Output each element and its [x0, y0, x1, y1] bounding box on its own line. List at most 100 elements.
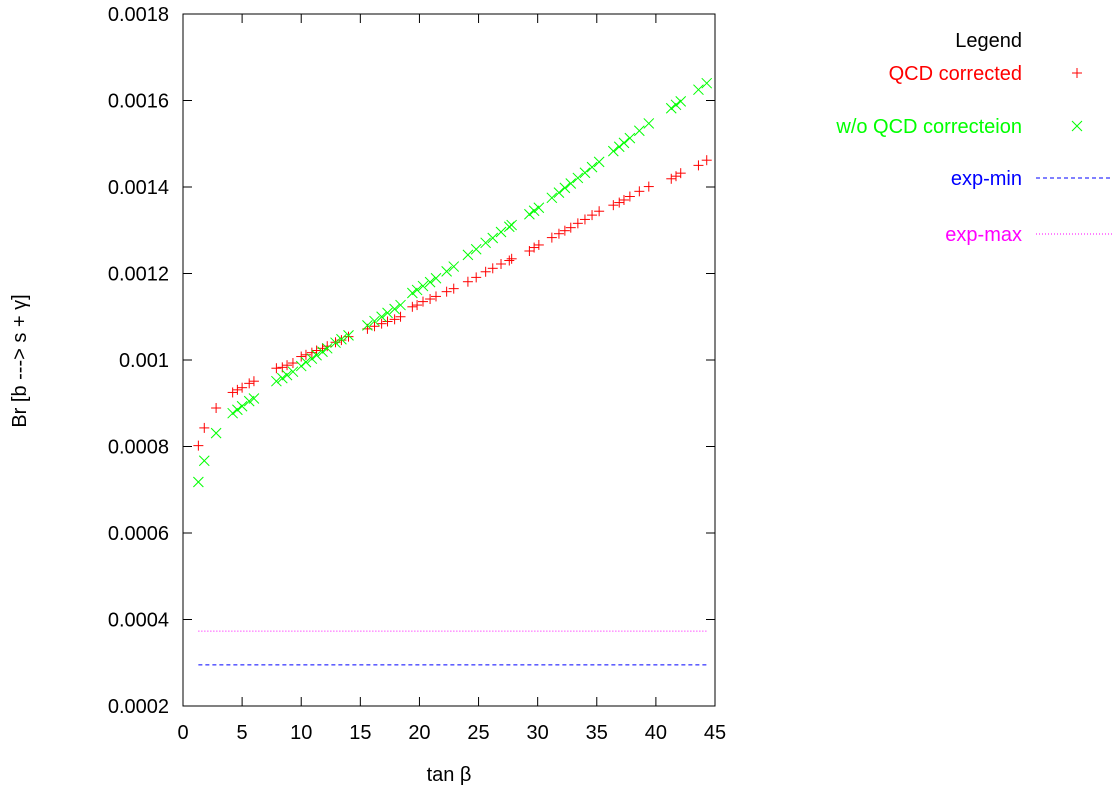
data-point-qcd-corrected — [249, 376, 259, 386]
data-point-qcd-corrected — [370, 321, 380, 331]
data-point-without-qcd — [449, 262, 459, 272]
data-point-qcd-corrected — [296, 352, 306, 362]
data-point-without-qcd — [211, 428, 221, 438]
y-tick-label: 0.0014 — [108, 177, 169, 199]
data-point-qcd-corrected — [232, 385, 242, 395]
data-point-qcd-corrected — [463, 277, 473, 287]
data-point-without-qcd — [431, 273, 441, 283]
data-point-without-qcd — [573, 173, 583, 183]
data-point-without-qcd — [288, 367, 298, 377]
x-tick-label: 25 — [467, 722, 489, 744]
data-point-qcd-corrected — [193, 441, 203, 451]
data-point-without-qcd — [488, 233, 498, 243]
data-point-without-qcd — [702, 78, 712, 88]
y-tick-label: 0.001 — [119, 350, 169, 372]
data-point-without-qcd — [554, 188, 564, 198]
x-tick-label: 30 — [527, 722, 549, 744]
data-point-without-qcd — [442, 266, 452, 276]
data-point-without-qcd — [580, 168, 590, 178]
data-point-qcd-corrected — [614, 198, 624, 208]
x-tick-label: 20 — [408, 722, 430, 744]
data-point-qcd-corrected — [211, 403, 221, 413]
data-point-without-qcd — [634, 126, 644, 136]
legend-label: exp-max — [945, 224, 1022, 246]
data-point-without-qcd — [529, 206, 539, 216]
data-point-qcd-corrected — [534, 240, 544, 250]
data-point-without-qcd — [619, 138, 629, 148]
data-point-qcd-corrected — [396, 312, 406, 322]
data-point-without-qcd — [463, 250, 473, 260]
legend-title: Legend — [955, 30, 1022, 52]
data-point-qcd-corrected — [271, 363, 281, 373]
x-tick-label: 5 — [237, 722, 248, 744]
data-point-qcd-corrected — [634, 186, 644, 196]
data-point-without-qcd — [566, 179, 576, 189]
series-0 — [193, 155, 711, 450]
y-tick-label: 0.0008 — [108, 437, 169, 459]
data-point-qcd-corrected — [425, 294, 435, 304]
data-point-without-qcd — [614, 142, 624, 152]
data-point-without-qcd — [693, 85, 703, 95]
series-1 — [193, 78, 711, 487]
data-point-qcd-corrected — [244, 378, 254, 388]
data-point-without-qcd — [396, 300, 406, 310]
data-point-qcd-corrected — [199, 423, 209, 433]
data-point-without-qcd — [481, 238, 491, 248]
data-point-without-qcd — [594, 157, 604, 167]
data-point-without-qcd — [671, 100, 681, 110]
data-point-qcd-corrected — [693, 160, 703, 170]
y-tick-label: 0.0016 — [108, 91, 169, 113]
data-point-without-qcd — [412, 285, 422, 295]
y-tick-label: 0.0006 — [108, 523, 169, 545]
data-point-without-qcd — [407, 288, 417, 298]
data-point-without-qcd — [560, 183, 570, 193]
x-tick-label: 15 — [349, 722, 371, 744]
legend-marker-plus — [1072, 68, 1082, 78]
data-point-without-qcd — [232, 405, 242, 415]
legend-label: QCD corrected — [889, 63, 1022, 85]
data-point-without-qcd — [547, 193, 557, 203]
data-point-without-qcd — [644, 118, 654, 128]
x-tick-label: 0 — [177, 722, 188, 744]
data-point-qcd-corrected — [608, 200, 618, 210]
data-point-qcd-corrected — [702, 155, 712, 165]
data-point-without-qcd — [666, 103, 676, 113]
data-point-qcd-corrected — [666, 174, 676, 184]
y-tick-label: 0.0018 — [108, 4, 169, 26]
data-point-without-qcd — [625, 133, 635, 143]
data-point-qcd-corrected — [383, 317, 393, 327]
data-point-without-qcd — [193, 477, 203, 487]
data-point-without-qcd — [237, 401, 247, 411]
legend: Legend QCD corrected w/o QCD correcteion e… — [835, 30, 1112, 246]
data-point-qcd-corrected — [507, 254, 517, 264]
data-point-qcd-corrected — [228, 387, 238, 397]
x-tick-label: 10 — [290, 722, 312, 744]
x-tick-label: 45 — [704, 722, 726, 744]
y-tick-label: 0.0004 — [108, 610, 169, 632]
legend-label: w/o QCD correcteion — [835, 116, 1022, 138]
data-point-qcd-corrected — [288, 358, 298, 368]
data-point-without-qcd — [228, 408, 238, 418]
data-point-qcd-corrected — [431, 291, 441, 301]
x-tick-label: 35 — [586, 722, 608, 744]
plot-frame — [183, 14, 715, 706]
data-point-without-qcd — [676, 96, 686, 106]
y-tick-label: 0.0002 — [108, 696, 169, 718]
data-point-qcd-corrected — [644, 182, 654, 192]
x-axis-title: tan β — [427, 764, 472, 786]
y-tick-label: 0.0012 — [108, 264, 169, 286]
data-point-qcd-corrected — [237, 383, 247, 393]
data-point-without-qcd — [296, 361, 306, 371]
y-axis-title: Br [b ---> s + γ] — [9, 294, 31, 427]
data-point-without-qcd — [534, 203, 544, 213]
data-point-without-qcd — [249, 393, 259, 403]
data-point-qcd-corrected — [407, 302, 417, 312]
data-point-without-qcd — [471, 244, 481, 254]
data-point-without-qcd — [524, 209, 534, 219]
plot-marks — [193, 78, 711, 665]
data-point-qcd-corrected — [471, 272, 481, 282]
legend-label: exp-min — [951, 168, 1022, 190]
data-point-without-qcd — [282, 370, 292, 380]
data-point-without-qcd — [608, 146, 618, 156]
